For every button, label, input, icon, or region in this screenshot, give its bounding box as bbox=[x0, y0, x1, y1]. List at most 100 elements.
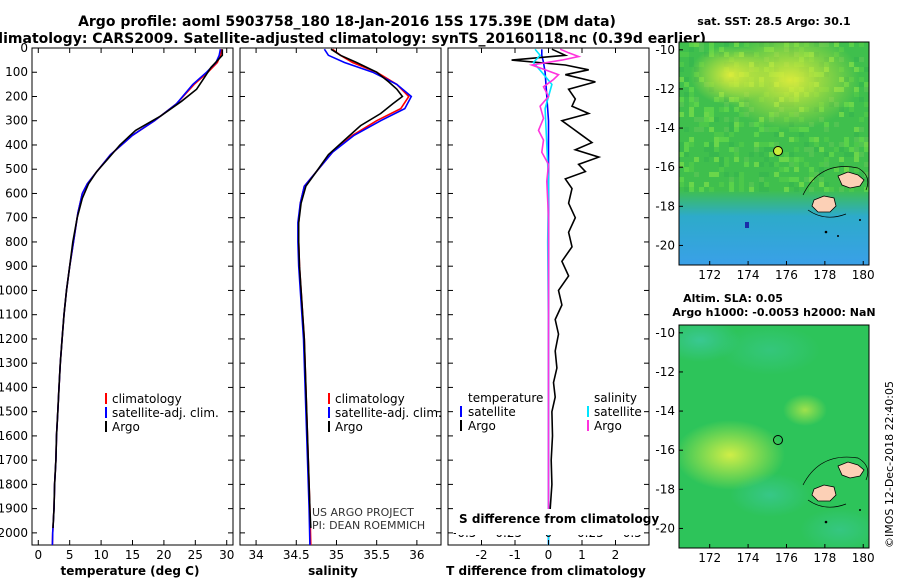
depth-tick-label: 2000 bbox=[0, 526, 28, 540]
small-island bbox=[824, 230, 828, 234]
sst-pixel bbox=[864, 82, 869, 87]
sst-pixel bbox=[784, 152, 789, 157]
depth-tick-label: 1500 bbox=[0, 405, 28, 419]
sst-pixel bbox=[854, 127, 859, 132]
sst-pixel bbox=[734, 172, 739, 177]
sst-pixel bbox=[734, 127, 739, 132]
salinity-panel-frame bbox=[239, 47, 442, 546]
sst-pixel bbox=[689, 162, 694, 167]
sst-pixel bbox=[774, 162, 779, 167]
sst-cool-band bbox=[679, 190, 869, 265]
sst-pixel bbox=[849, 167, 854, 172]
sst-pixel bbox=[804, 127, 809, 132]
sst-pixel bbox=[789, 137, 794, 142]
sst-pixel bbox=[864, 87, 869, 92]
sst-pixel bbox=[849, 102, 854, 107]
x-tick-label: -1 bbox=[509, 548, 521, 562]
sst-pixel bbox=[734, 122, 739, 127]
lon-tick-label: 180 bbox=[852, 551, 875, 565]
reef-contour bbox=[807, 209, 847, 218]
sst-pixel bbox=[714, 152, 719, 157]
sst-pixel bbox=[689, 102, 694, 107]
legend-swatch-satellite bbox=[105, 407, 107, 418]
sst-pixel bbox=[714, 172, 719, 177]
x-tick-label: 1 bbox=[578, 548, 586, 562]
sst-pixel bbox=[804, 177, 809, 182]
sst-pixel bbox=[794, 162, 799, 167]
sst-pixel bbox=[739, 187, 744, 192]
reef-contour bbox=[807, 499, 847, 508]
legend-swatch-argo bbox=[105, 421, 107, 432]
sla-cool-patch bbox=[800, 508, 869, 548]
depth-tick-label: 100 bbox=[5, 65, 28, 79]
sst-pixel bbox=[689, 97, 694, 102]
sla-map-axes: -10 -12 -14 -16 -18 -20 172 174 176 178 180 bbox=[655, 326, 874, 565]
sst-pixel bbox=[864, 72, 869, 77]
sst-pixel bbox=[754, 122, 759, 127]
sst-pixel bbox=[719, 132, 724, 137]
sst-pixel bbox=[709, 142, 714, 147]
sst-pixel bbox=[679, 77, 684, 82]
sst-pixel bbox=[724, 137, 729, 142]
sst-pixel bbox=[724, 172, 729, 177]
depth-tick-label: 300 bbox=[5, 114, 28, 128]
sst-pixel bbox=[679, 162, 684, 167]
sst-pixel bbox=[764, 152, 769, 157]
sst-pixel bbox=[864, 47, 869, 52]
sst-pixel bbox=[709, 117, 714, 122]
sst-map-axes: -10 -12 -14 -16 -18 -20 172 174 176 178 180 bbox=[655, 43, 874, 282]
sst-pixel bbox=[789, 177, 794, 182]
sst-pixel bbox=[729, 127, 734, 132]
legend-label: Argo bbox=[112, 420, 140, 434]
depth-tick-label: 600 bbox=[5, 186, 28, 200]
sst-pixel bbox=[864, 137, 869, 142]
sst-pixel bbox=[694, 42, 699, 47]
lon-tick-label: 172 bbox=[698, 551, 721, 565]
sst-pixel bbox=[769, 147, 774, 152]
lat-tick-label: -10 bbox=[655, 326, 675, 340]
sst-pixel bbox=[739, 177, 744, 182]
sst-pixel bbox=[709, 172, 714, 177]
depth-tick-label: 800 bbox=[5, 235, 28, 249]
small-island bbox=[859, 219, 861, 221]
sst-pixel bbox=[809, 167, 814, 172]
sst-pixel bbox=[679, 52, 684, 57]
sst-pixel bbox=[814, 142, 819, 147]
sst-pixel bbox=[679, 147, 684, 152]
argo-float-marker bbox=[773, 435, 783, 445]
sst-pixel bbox=[854, 57, 859, 62]
sst-pixel bbox=[699, 122, 704, 127]
sst-pixel bbox=[754, 142, 759, 147]
sst-pixel bbox=[704, 147, 709, 152]
sst-pixel bbox=[784, 177, 789, 182]
sst-pixel bbox=[684, 137, 689, 142]
sst-pixel bbox=[714, 132, 719, 137]
sst-pixel bbox=[824, 162, 829, 167]
sst-pixel bbox=[834, 132, 839, 137]
sst-pixel bbox=[849, 42, 854, 47]
sst-pixel bbox=[749, 182, 754, 187]
sst-cold-pixel bbox=[745, 222, 749, 228]
sst-pixel bbox=[839, 42, 844, 47]
sst-pixel bbox=[704, 137, 709, 142]
title-line-1: Argo profile: aoml 5903758_180 18-Jan-20… bbox=[78, 14, 616, 30]
sst-pixel bbox=[799, 187, 804, 192]
sst-pixel bbox=[679, 177, 684, 182]
sst-pixel bbox=[839, 187, 844, 192]
sst-pixel bbox=[849, 112, 854, 117]
sst-map bbox=[679, 42, 869, 265]
sst-pixel bbox=[779, 132, 784, 137]
sst-pixel bbox=[729, 132, 734, 137]
sst-pixel bbox=[719, 167, 724, 172]
sst-pixel bbox=[689, 142, 694, 147]
sst-pixel bbox=[724, 42, 729, 47]
sst-pixel bbox=[704, 152, 709, 157]
sst-pixel bbox=[799, 157, 804, 162]
sla-map-subtitle: Argo h1000: -0.0053 h2000: NaN bbox=[672, 306, 875, 319]
sst-pixel bbox=[859, 117, 864, 122]
sst-pixel bbox=[834, 122, 839, 127]
argo-float-marker bbox=[773, 146, 783, 156]
sst-pixel bbox=[724, 182, 729, 187]
sst-pixel bbox=[849, 152, 854, 157]
sst-pixel bbox=[839, 162, 844, 167]
